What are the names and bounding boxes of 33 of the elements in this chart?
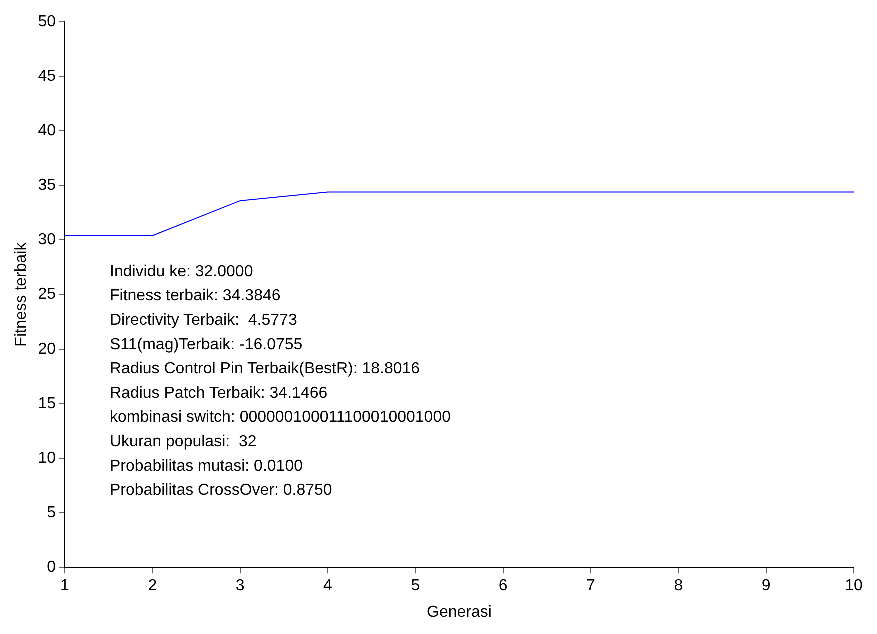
x-axis-title: Generasi	[427, 604, 492, 621]
y-tick-label: 15	[38, 395, 56, 412]
annotation: Fitness terbaik: 34.3846	[110, 288, 281, 305]
y-tick-label: 0	[47, 559, 56, 576]
y-tick-label: 25	[38, 286, 56, 304]
y-tick-label: 40	[38, 122, 56, 140]
x-tick-label: 4	[324, 578, 333, 595]
annotation: Probabilitas CrossOver: 0.8750	[110, 482, 332, 500]
y-tick-label: 20	[38, 340, 56, 358]
y-tick-label: 45	[38, 68, 56, 85]
annotation: Radius Control Pin Terbaik(BestR): 18.8016	[110, 360, 420, 378]
x-tick-label: 5	[411, 578, 420, 595]
x-tick-label: 10	[845, 578, 863, 595]
x-tick-label: 1	[60, 578, 70, 595]
y-tick-label: 50	[38, 13, 56, 30]
x-tick-label: 8	[674, 578, 684, 595]
annotation: Ukuran populasi: 32	[110, 434, 257, 451]
y-axis-title: Fitness terbaik	[13, 242, 30, 347]
annotation: S11(mag)Terbaik: -16.0755	[110, 336, 303, 354]
y-tick-label: 30	[38, 232, 56, 249]
annotation: kombinasi switch: 000000100011100010001000	[110, 409, 452, 426]
annotation: Probabilitas mutasi: 0.0100	[110, 458, 304, 475]
annotation: Directivity Terbaik: 4.5773	[110, 312, 298, 330]
x-tick-label: 2	[148, 578, 158, 595]
x-tick-label: 6	[498, 578, 508, 595]
annotation: Radius Patch Terbaik: 34.1466	[110, 384, 328, 402]
annotation: Individu ke: 32.0000	[110, 263, 254, 280]
x-tick-label: 9	[762, 578, 771, 595]
y-tick-label: 35	[38, 177, 56, 194]
y-tick-label: 5	[47, 504, 56, 522]
y-tick-label: 10	[38, 450, 56, 467]
x-tick-label: 7	[586, 578, 596, 595]
x-tick-label: 3	[236, 578, 245, 595]
